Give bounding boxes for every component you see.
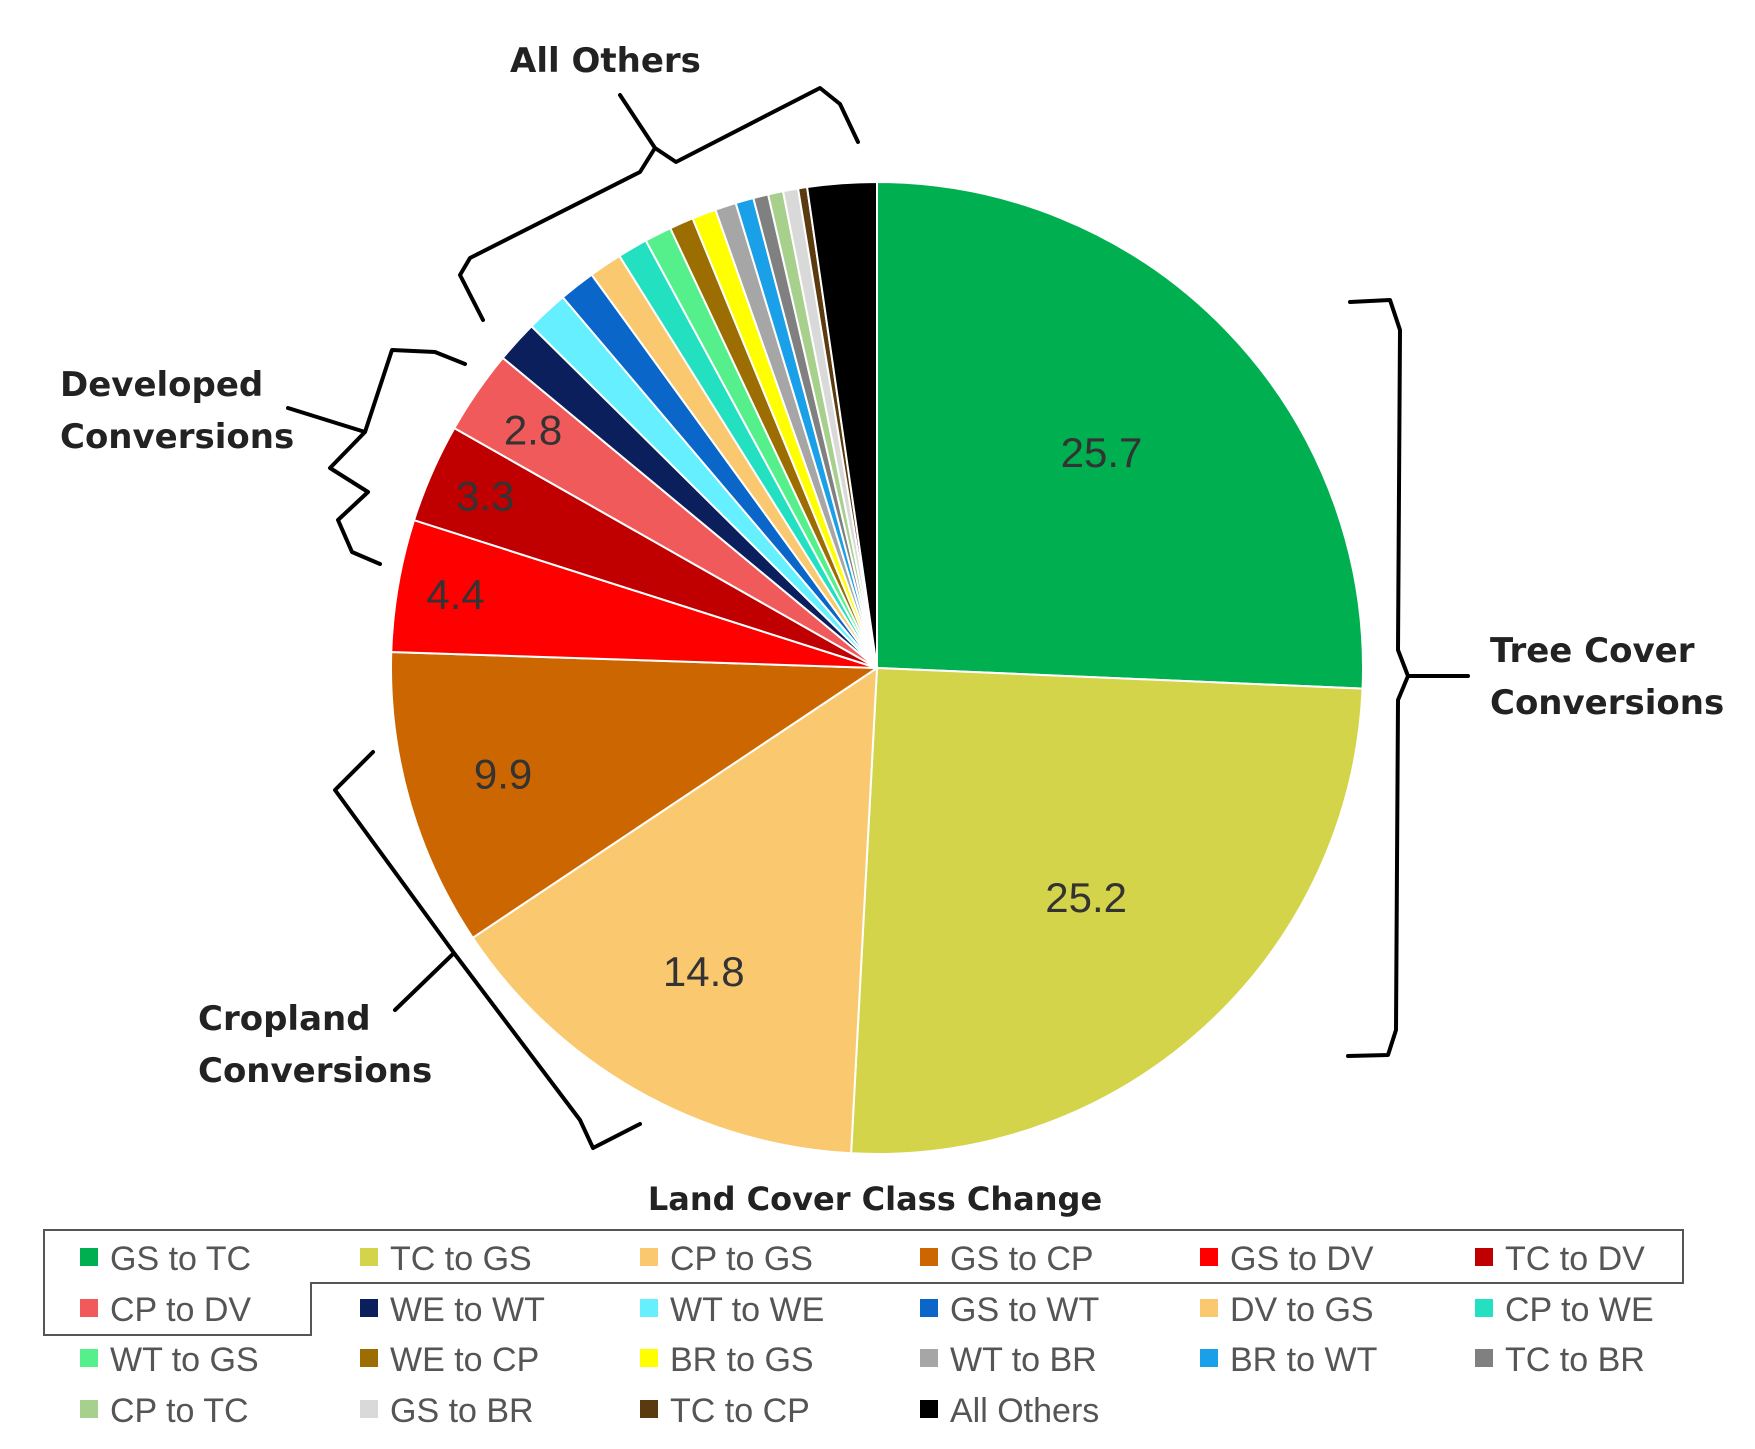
- data-label-gs-to-cp: 9.9: [474, 751, 532, 798]
- legend-swatch-all-others: [920, 1400, 938, 1418]
- data-label-tc-to-dv: 3.3: [456, 472, 514, 519]
- legend-swatch-wt-to-br: [920, 1349, 938, 1367]
- tree-cover-group-label: Tree Cover: [1490, 631, 1695, 671]
- developed-group-label-line2: Conversions: [60, 417, 294, 457]
- legend-swatch-tc-to-cp: [640, 1400, 658, 1418]
- legend-swatch-tc-to-gs: [360, 1248, 378, 1266]
- legend-label-cp-to-tc: CP to TC: [110, 1392, 249, 1430]
- legend-swatch-cp-to-gs: [640, 1248, 658, 1266]
- data-label-gs-to-tc: 25.7: [1061, 429, 1143, 476]
- legend-label-tc-to-cp: TC to CP: [670, 1392, 810, 1430]
- legend-label-gs-to-br: GS to BR: [390, 1392, 534, 1430]
- pie-value-labels: 25.7 25.2 14.8 9.9 4.4 3.3 2.8: [426, 407, 1142, 995]
- legend-label-br-to-gs: BR to GS: [670, 1341, 814, 1379]
- legend-label-wt-to-br: WT to BR: [950, 1341, 1097, 1379]
- legend-swatch-we-to-cp: [360, 1349, 378, 1367]
- pie-slice-gs-to-tc: [876, 180, 1364, 690]
- pie-slice-gs-to-cp: [390, 650, 881, 940]
- legend-swatch-gs-to-br: [360, 1400, 378, 1418]
- tree-cover-brace: [1346, 298, 1470, 1058]
- developed-brace: [286, 348, 467, 566]
- legend-swatch-wt-to-gs: [80, 1349, 98, 1367]
- legend: GS to TC TC to GS CP to GS GS to CP GS to DV…: [80, 1240, 1654, 1430]
- legend-swatch-cp-to-tc: [80, 1400, 98, 1418]
- legend-label-cp-to-we: CP to WE: [1505, 1291, 1654, 1329]
- data-label-gs-to-dv: 4.4: [426, 571, 484, 618]
- legend-label-tc-to-br: TC to BR: [1505, 1341, 1645, 1379]
- legend-label-we-to-cp: WE to CP: [390, 1341, 539, 1379]
- data-label-cp-to-gs: 14.8: [663, 948, 745, 995]
- tree-cover-group-label-line2: Conversions: [1490, 683, 1724, 723]
- legend-label-gs-to-cp: GS to CP: [950, 1240, 1094, 1278]
- legend-label-cp-to-gs: CP to GS: [670, 1240, 813, 1278]
- legend-swatch-gs-to-cp: [920, 1248, 938, 1266]
- developed-group-label: Developed: [60, 365, 263, 405]
- pie-slice-all-others: [805, 180, 878, 669]
- pie-slices: [390, 180, 1364, 1155]
- legend-label-dv-to-gs: DV to GS: [1230, 1291, 1374, 1329]
- legend-highlight-box: [43, 1229, 1684, 1336]
- legend-swatch-gs-to-tc: [80, 1248, 98, 1266]
- cropland-group-label: Cropland: [198, 999, 371, 1039]
- legend-swatch-gs-to-wt: [920, 1299, 938, 1317]
- legend-label-wt-to-we: WT to WE: [670, 1291, 824, 1329]
- pie-slice-tc-to-gs: [850, 666, 1364, 1155]
- legend-label-all-others: All Others: [950, 1392, 1099, 1430]
- legend-swatch-br-to-gs: [640, 1349, 658, 1367]
- all-others-group-label: All Others: [510, 41, 701, 81]
- legend-label-gs-to-wt: GS to WT: [950, 1291, 1099, 1329]
- legend-swatch-br-to-wt: [1200, 1349, 1218, 1367]
- legend-label-cp-to-dv: CP to DV: [110, 1291, 251, 1329]
- legend-swatch-cp-to-we: [1475, 1299, 1493, 1317]
- legend-swatch-gs-to-dv: [1200, 1248, 1218, 1266]
- legend-label-we-to-wt: WE to WT: [390, 1291, 545, 1329]
- legend-label-gs-to-tc: GS to TC: [110, 1240, 251, 1278]
- legend-swatch-cp-to-dv: [80, 1299, 98, 1317]
- all-others-brace: [458, 86, 860, 322]
- data-label-tc-to-gs: 25.2: [1045, 874, 1127, 921]
- legend-swatch-dv-to-gs: [1200, 1299, 1218, 1317]
- legend-swatch-tc-to-dv: [1475, 1248, 1493, 1266]
- legend-label-tc-to-dv: TC to DV: [1505, 1240, 1645, 1278]
- legend-swatch-wt-to-we: [640, 1299, 658, 1317]
- legend-swatch-tc-to-br: [1475, 1349, 1493, 1367]
- legend-label-wt-to-gs: WT to GS: [110, 1341, 259, 1379]
- cropland-group-label-line2: Conversions: [198, 1051, 432, 1091]
- legend-title: Land Cover Class Change: [648, 1180, 1102, 1218]
- data-label-cp-to-dv: 2.8: [504, 407, 562, 454]
- legend-swatch-we-to-wt: [360, 1299, 378, 1317]
- pie-slice-cp-to-gs: [471, 666, 879, 1155]
- legend-label-tc-to-gs: TC to GS: [390, 1240, 532, 1278]
- legend-label-br-to-wt: BR to WT: [1230, 1341, 1377, 1379]
- legend-label-gs-to-dv: GS to DV: [1230, 1240, 1374, 1278]
- cropland-brace: [333, 750, 642, 1150]
